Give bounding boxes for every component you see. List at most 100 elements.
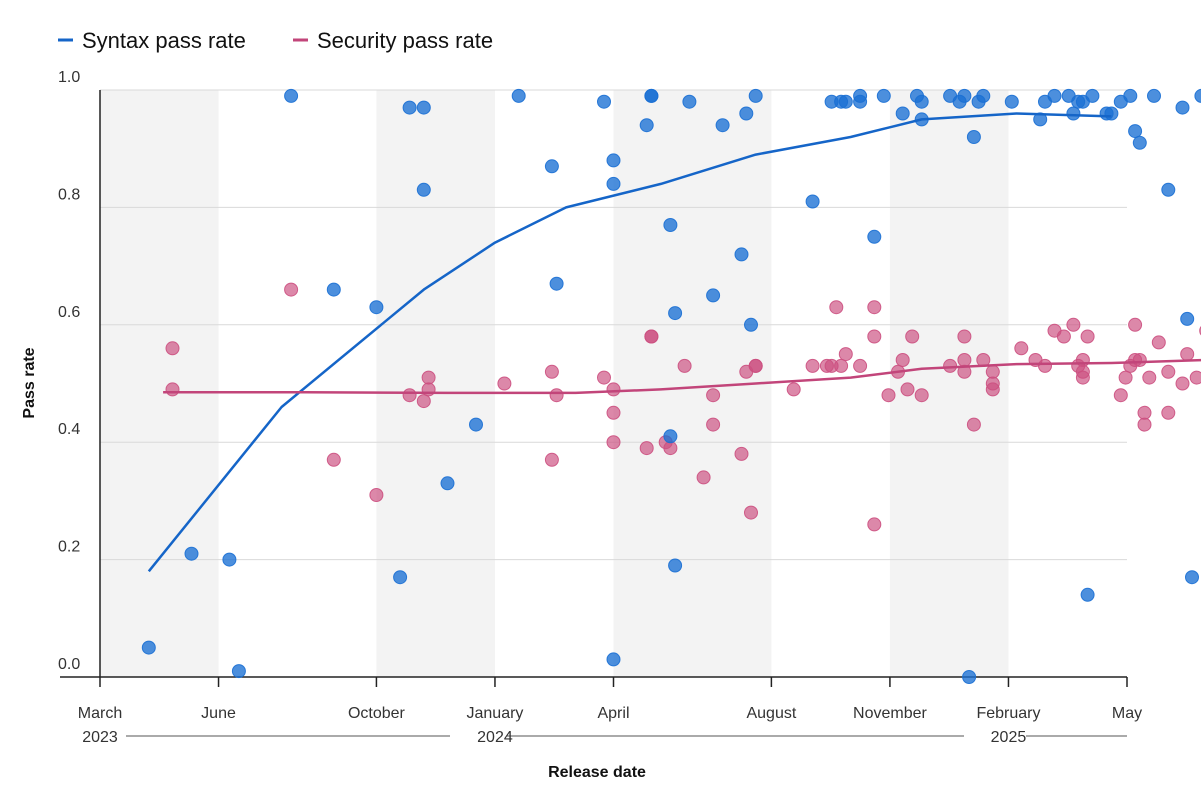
syntax-point bbox=[606, 652, 621, 667]
security-point bbox=[1142, 370, 1157, 385]
security-point bbox=[1137, 417, 1152, 432]
syntax-point bbox=[511, 88, 526, 103]
year-label: 2023 bbox=[82, 729, 118, 746]
security-point bbox=[416, 394, 431, 409]
syntax-point bbox=[1080, 587, 1095, 602]
syntax-point bbox=[416, 100, 431, 115]
y-tick-label: 0.0 bbox=[58, 656, 80, 673]
axes: March June October January April August Novemb… bbox=[60, 90, 1142, 746]
security-point bbox=[1075, 364, 1090, 379]
security-point bbox=[706, 388, 721, 403]
syntax-point bbox=[668, 306, 683, 321]
x-tick-label: August bbox=[746, 705, 796, 722]
syntax-point bbox=[369, 300, 384, 315]
security-point bbox=[165, 341, 180, 356]
security-points bbox=[165, 282, 1201, 532]
syntax-point bbox=[416, 182, 431, 197]
legend-security-label: Security pass rate bbox=[317, 28, 493, 53]
security-point bbox=[1189, 370, 1201, 385]
security-point bbox=[549, 388, 564, 403]
syntax-point bbox=[326, 282, 341, 297]
security-point bbox=[597, 370, 611, 385]
security-point bbox=[677, 358, 692, 373]
syntax-point bbox=[644, 88, 659, 103]
syntax-point bbox=[222, 552, 237, 567]
security-point bbox=[834, 358, 849, 373]
syntax-trend-line bbox=[147, 112, 1112, 573]
syntax-point bbox=[440, 476, 455, 491]
syntax-point bbox=[469, 417, 483, 432]
security-point bbox=[1038, 358, 1052, 373]
syntax-point bbox=[748, 88, 763, 103]
syntax-point bbox=[597, 94, 611, 109]
security-point bbox=[900, 382, 915, 397]
security-point bbox=[895, 353, 910, 367]
security-point bbox=[1175, 376, 1190, 391]
security-point bbox=[957, 364, 972, 379]
security-point bbox=[369, 488, 384, 502]
security-trend-line bbox=[163, 358, 1201, 395]
syntax-point bbox=[914, 94, 929, 109]
syntax-point bbox=[715, 118, 730, 133]
syntax-point bbox=[1104, 106, 1119, 121]
security-point bbox=[1132, 353, 1147, 367]
syntax-point bbox=[549, 276, 564, 291]
syntax-point bbox=[1004, 94, 1019, 109]
y-tick-label: 0.8 bbox=[58, 186, 80, 203]
syntax-point bbox=[544, 159, 559, 174]
syntax-point bbox=[876, 88, 891, 103]
syntax-point bbox=[867, 229, 882, 244]
security-point bbox=[1066, 317, 1081, 332]
shaded-bands bbox=[100, 90, 1009, 677]
security-point bbox=[853, 358, 868, 373]
security-point bbox=[1161, 364, 1176, 379]
security-point bbox=[1118, 370, 1133, 385]
security-point bbox=[966, 417, 981, 432]
legend: Syntax pass rate Security pass rate bbox=[58, 28, 493, 53]
syntax-point bbox=[639, 118, 654, 133]
syntax-point bbox=[962, 670, 977, 684]
y-tick-label: 0.6 bbox=[58, 304, 80, 321]
security-point bbox=[165, 382, 180, 397]
security-point bbox=[663, 441, 678, 456]
syntax-point bbox=[838, 94, 853, 109]
security-point bbox=[914, 388, 929, 403]
syntax-point bbox=[1123, 88, 1138, 103]
gridlines: 0.0 0.2 0.4 0.6 0.8 1.0 bbox=[58, 69, 1127, 673]
security-point bbox=[1056, 329, 1071, 344]
security-point bbox=[943, 358, 958, 373]
security-point bbox=[957, 353, 972, 367]
syntax-point bbox=[184, 546, 199, 561]
x-tick-label: January bbox=[467, 705, 524, 722]
security-point bbox=[867, 329, 882, 344]
syntax-point bbox=[1047, 88, 1062, 103]
security-point bbox=[606, 405, 621, 420]
syntax-point bbox=[739, 106, 754, 121]
security-point bbox=[544, 452, 559, 467]
x-tick-label: June bbox=[201, 705, 236, 722]
syntax-point bbox=[744, 317, 758, 332]
syntax-point bbox=[606, 153, 621, 168]
syntax-point bbox=[1033, 112, 1048, 127]
syntax-point bbox=[1185, 570, 1199, 585]
x-tick-label: March bbox=[78, 705, 122, 722]
syntax-point bbox=[663, 429, 678, 444]
security-point bbox=[639, 441, 654, 456]
syntax-point bbox=[966, 130, 981, 144]
legend-syntax-label: Syntax pass rate bbox=[82, 28, 246, 53]
security-point bbox=[867, 517, 882, 532]
syntax-point bbox=[668, 558, 683, 573]
security-point bbox=[606, 435, 621, 450]
security-point bbox=[734, 446, 749, 461]
security-point bbox=[644, 329, 659, 344]
syntax-point bbox=[1180, 311, 1195, 326]
security-point bbox=[402, 388, 417, 403]
syntax-point bbox=[682, 94, 697, 109]
security-point bbox=[1014, 341, 1029, 356]
syntax-point bbox=[853, 88, 868, 103]
security-point bbox=[1080, 329, 1095, 344]
security-point bbox=[706, 417, 721, 432]
shaded-band bbox=[100, 90, 219, 677]
security-point bbox=[786, 382, 801, 397]
